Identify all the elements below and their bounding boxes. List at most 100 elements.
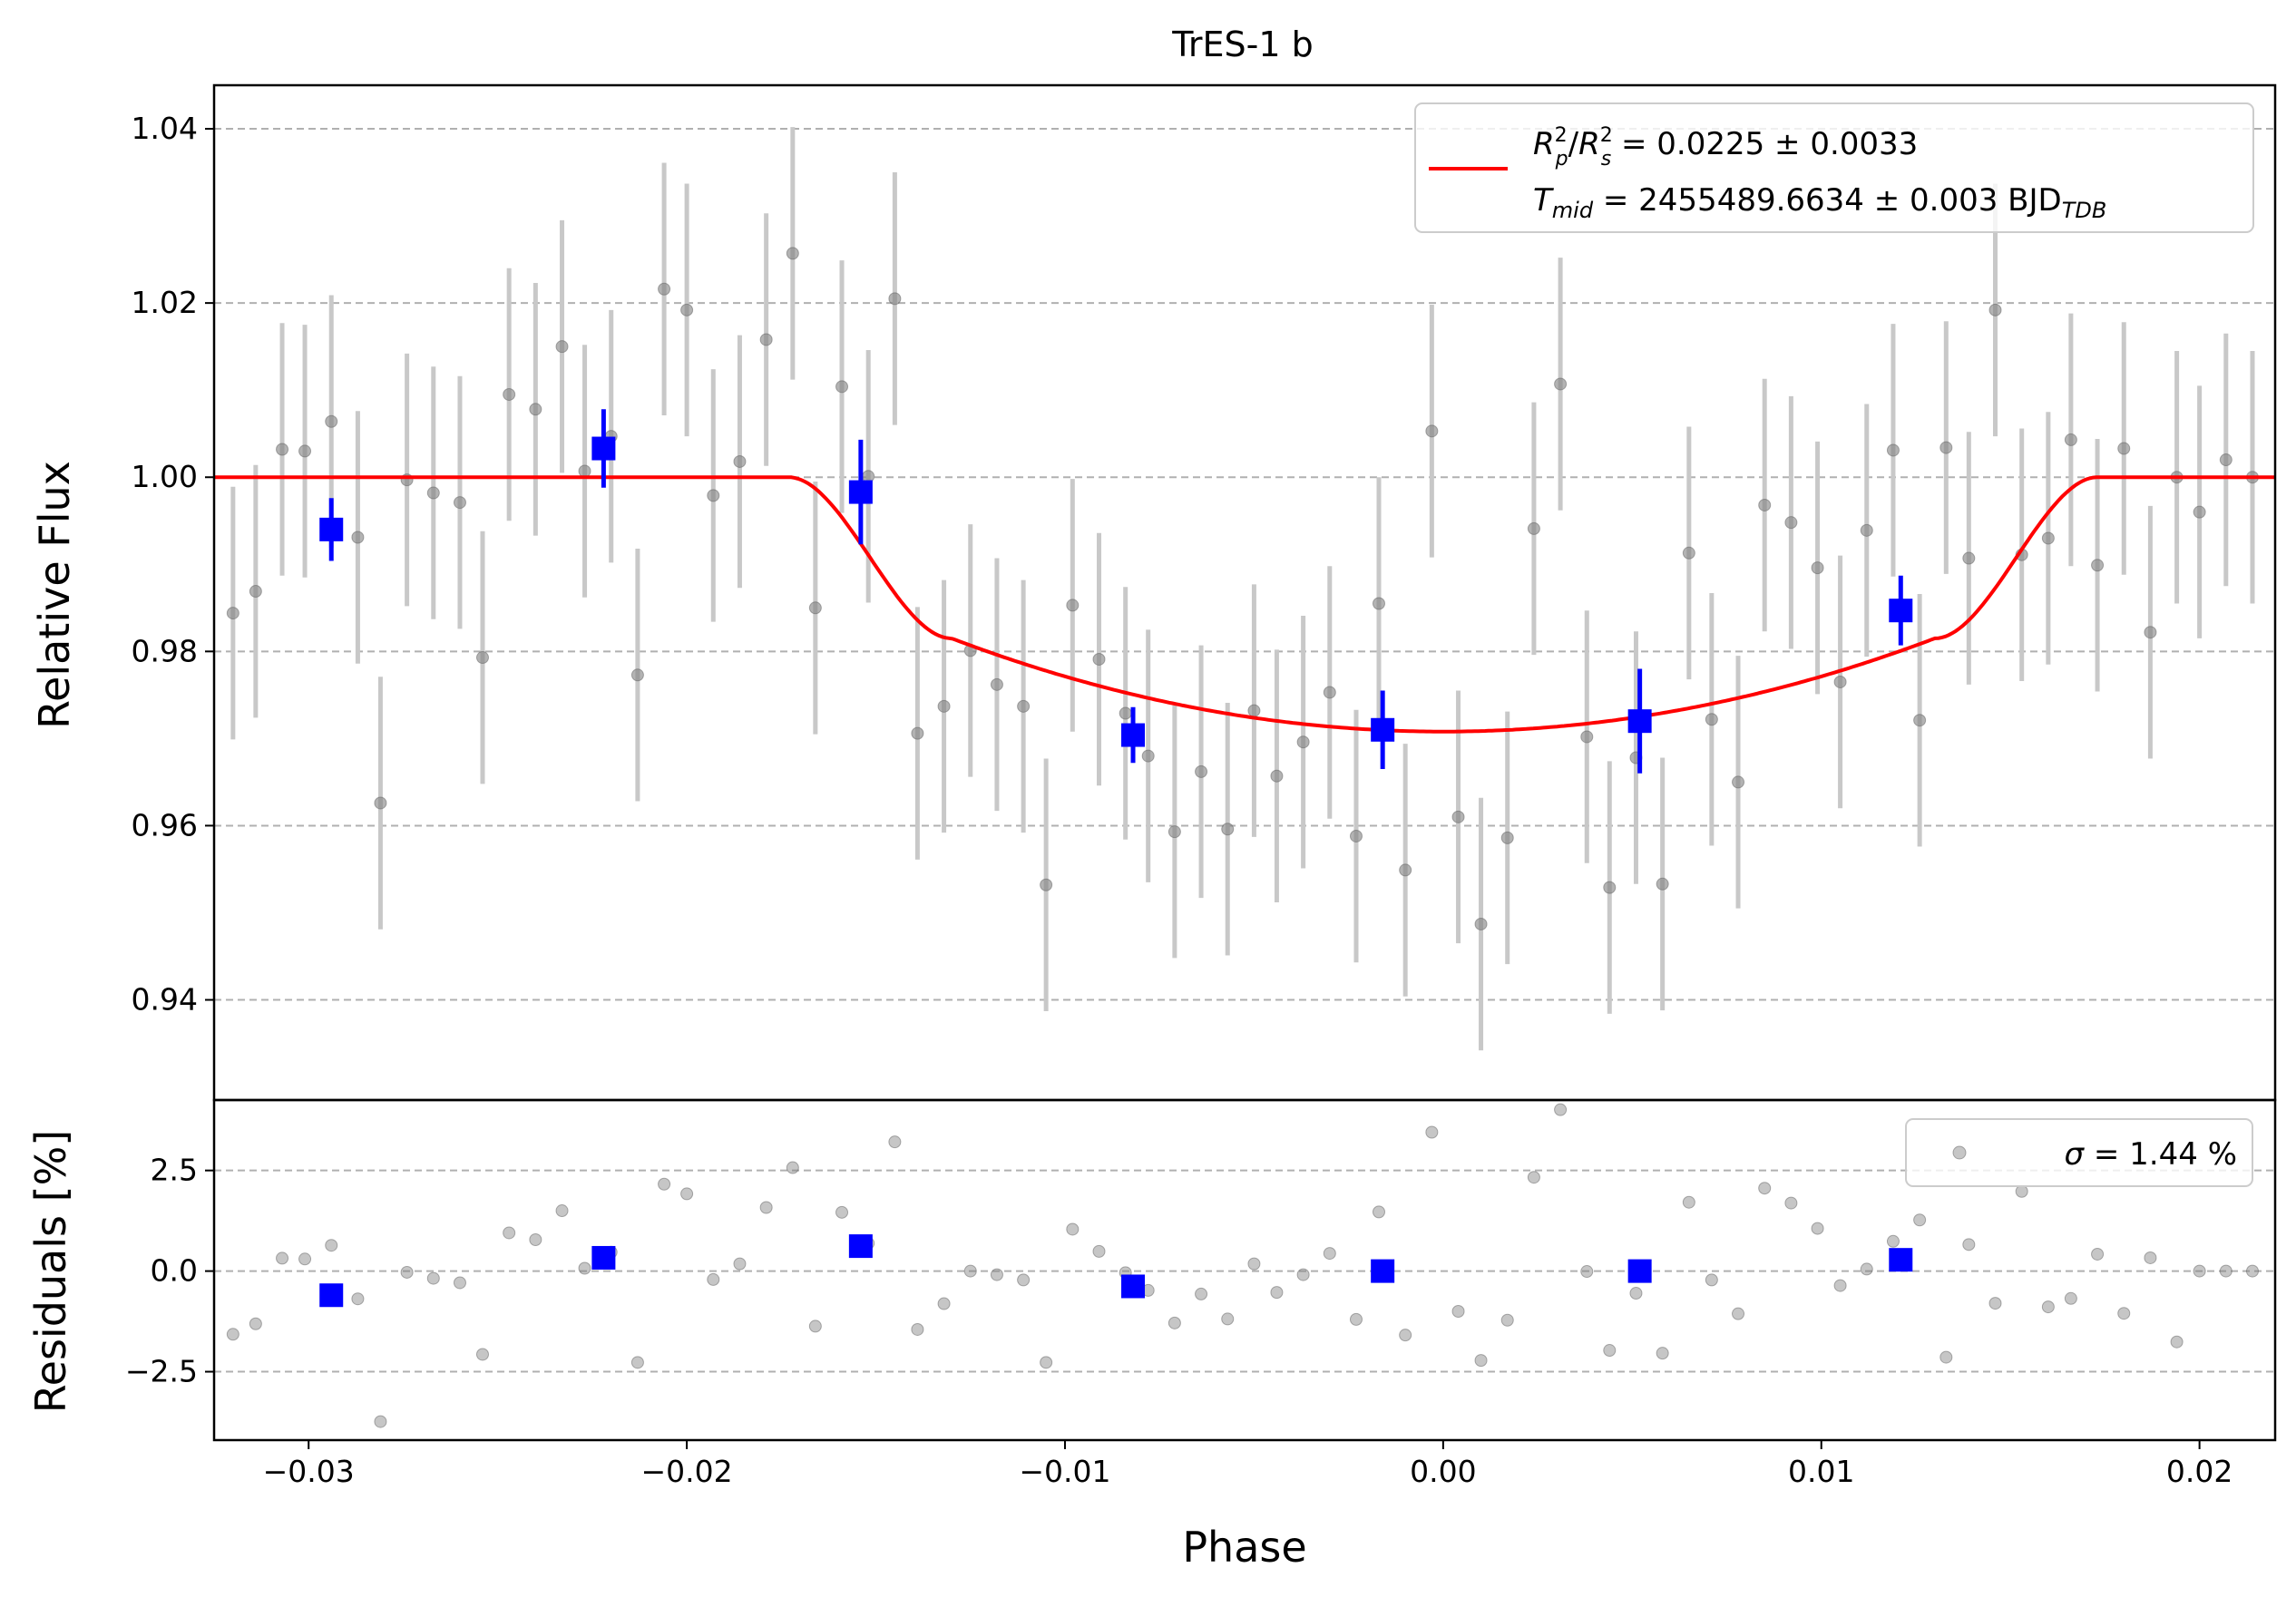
residual-point [707,1272,720,1286]
residual-point [1527,1171,1540,1184]
binned-residual [319,1283,344,1308]
residual-point [529,1232,542,1246]
raw-point [888,292,902,306]
raw-point [658,282,671,296]
xtick-label: 0.02 [2166,1454,2232,1489]
residual-point [1296,1268,1310,1281]
residual-point [1221,1312,1235,1326]
top-legend-box [1414,102,2254,233]
raw-point [1195,764,1208,778]
raw-point [1372,597,1385,610]
xtick-label: −0.03 [263,1454,355,1489]
axis-ticks: 0.94 0.96 0.98 1.00 1.02 1.04 −2.5 0.0 2.5 −0.03 −… [125,111,2233,1489]
raw-point [680,303,694,316]
raw-point [475,651,489,665]
raw-point [1119,706,1132,720]
legend-tmid-entry: Tmid = 2455489.6634 ± 0.003 BJDTDB [1533,182,2106,223]
raw-point [1349,829,1363,842]
raw-point [1221,823,1235,836]
residual-point [963,1264,977,1278]
top-ytick-label: 1.02 [132,285,198,320]
raw-point [1270,769,1284,783]
binned-point [1121,723,1146,747]
raw-point [808,601,822,615]
residual-point [835,1205,849,1219]
residual-point [298,1252,312,1266]
residual-point [1247,1257,1261,1271]
raw-point [2117,442,2131,455]
xtick-label: 0.00 [1410,1454,1476,1489]
residual-point [1092,1244,1106,1258]
raw-point [249,585,262,599]
binned-residual [848,1234,873,1259]
residual-point [2245,1264,2259,1278]
xtick-label: −0.02 [641,1454,733,1489]
residual-point [2091,1247,2105,1261]
raw-point [1913,714,1927,727]
binned-point [1627,709,1652,734]
binned-point [1889,599,1913,623]
top-ytick-label: 1.00 [132,459,198,494]
residual-point [1758,1182,1772,1195]
bottom-axes-frame [212,1098,2277,1442]
residual-point [1425,1125,1439,1139]
raw-point [1962,551,1976,565]
x-axis-label: Phase [1182,1523,1306,1572]
raw-point [1886,443,1900,457]
raw-point [1323,686,1336,699]
raw-point [325,414,338,428]
raw-point [1988,303,2002,316]
raw-point [298,444,312,458]
raw-point [937,699,951,713]
residual-point [1040,1356,1053,1369]
binned-residual [1121,1274,1146,1299]
raw-point [630,668,644,682]
raw-point [1527,521,1540,535]
top-binned-points [319,409,1913,774]
raw-point [2064,433,2077,446]
residual-point [503,1226,516,1240]
raw-point [503,387,516,401]
residual-point [1017,1273,1031,1287]
bottom-legend: σ = 1.44 % [1905,1118,2253,1187]
bottom-grid [214,1169,2275,1373]
raw-point [1296,735,1310,749]
residual-point [1860,1262,1873,1276]
raw-point [1860,523,1873,537]
raw-point [529,403,542,416]
residual-point [1833,1279,1847,1292]
raw-point [2219,453,2232,467]
binned-point [319,517,344,541]
residual-point [630,1356,644,1369]
binned-residual [1627,1259,1652,1283]
residual-point [1451,1304,1465,1318]
raw-point [1451,810,1465,823]
axes-frames [212,83,2277,1442]
residual-point [1886,1234,1900,1248]
raw-point [1732,775,1745,789]
residual-point [1399,1329,1412,1342]
residual-point [1988,1297,2002,1310]
top-ytick-label: 1.04 [132,111,198,146]
bottom-binned-residuals [319,1234,1913,1308]
residual-point [2064,1291,2077,1305]
residual-point [1580,1265,1594,1279]
bottom-ytick-label: 2.5 [151,1153,198,1188]
raw-point [1758,498,1772,511]
chart-title: TrES-1 b [1171,24,1313,64]
legend-tmid-sub: TDB [2062,198,2107,223]
residual-point [276,1251,289,1265]
residual-point [2117,1307,2131,1320]
residual-point [1811,1222,1824,1235]
residual-point [226,1328,239,1341]
raw-point [733,454,747,468]
raw-point [911,726,924,740]
residual-point [2193,1264,2206,1278]
xtick-label: 0.01 [1788,1454,1854,1489]
residual-point [808,1319,822,1333]
top-ytick-label: 0.98 [132,633,198,668]
raw-point [1939,441,1953,454]
raw-point [2193,505,2206,519]
residual-point [351,1292,365,1306]
residual-point [1705,1273,1718,1287]
